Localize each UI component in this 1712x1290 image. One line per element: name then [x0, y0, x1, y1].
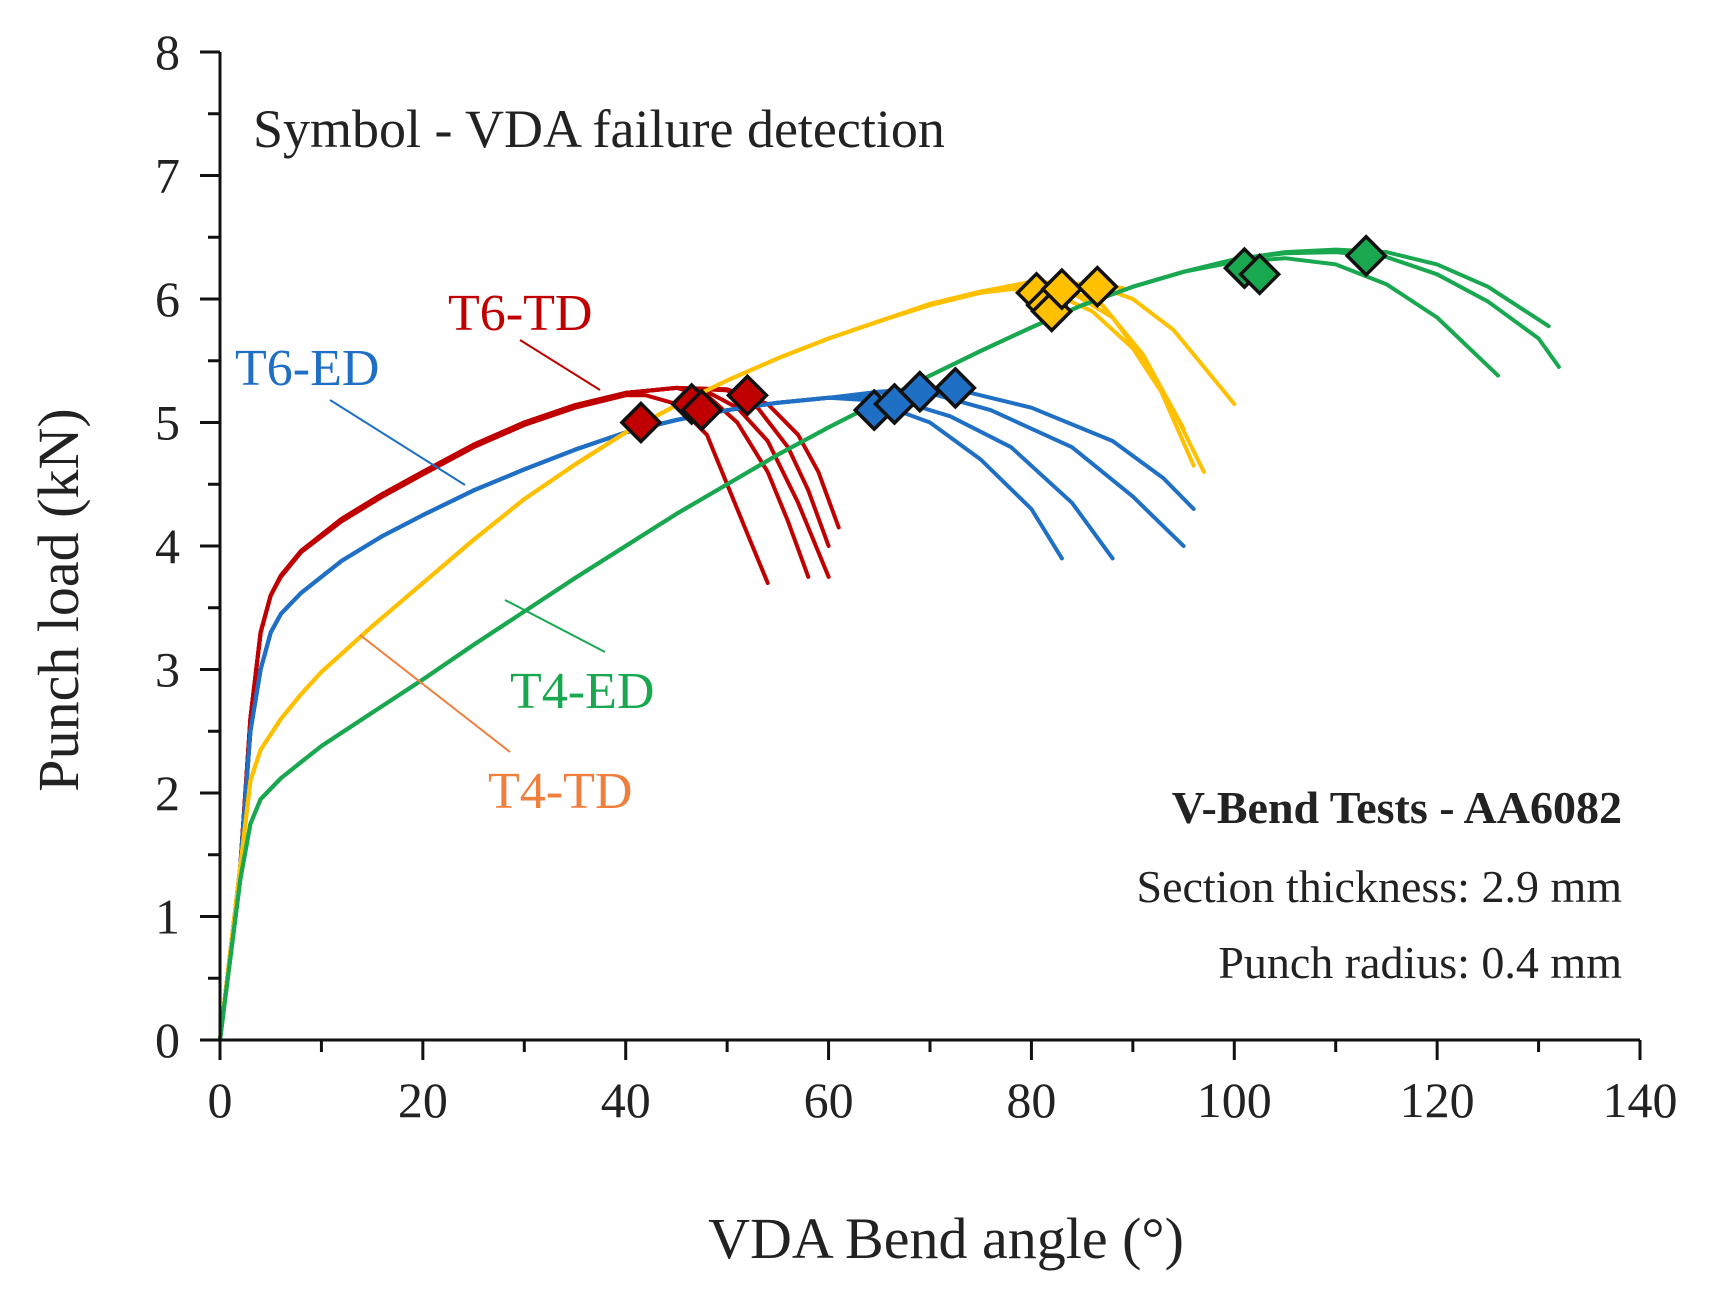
- axes: 0 20 40 60 80 100 120 140 0 1 2 3 4 5 6 7 8: [155, 24, 1678, 1128]
- x-tick-label-120: 120: [1400, 1072, 1475, 1128]
- y-tick-label-3: 3: [155, 642, 180, 698]
- x-tick-label-60: 60: [804, 1072, 854, 1128]
- y-tick-label-5: 5: [155, 395, 180, 451]
- info-punch-radius: Punch radius: 0.4 mm: [1218, 937, 1622, 988]
- series-label-t4-td: T4-TD: [488, 763, 632, 820]
- y-tick-label-2: 2: [155, 765, 180, 821]
- x-tick-label-0: 0: [208, 1072, 233, 1128]
- y-tick-label-0: 0: [155, 1012, 180, 1068]
- failure-marker-t6-ed-4: [933, 366, 977, 410]
- x-tick-label-140: 140: [1603, 1072, 1678, 1128]
- curve-t4-ed-3: [218, 247, 1551, 1042]
- failure-marker-t6-td-4: [725, 373, 769, 417]
- x-axis-title: VDA Bend angle (°): [708, 1206, 1184, 1271]
- symbol-annotation: Symbol - VDA failure detection: [253, 99, 945, 159]
- x-tick-label-100: 100: [1197, 1072, 1272, 1128]
- y-tick-label-7: 7: [155, 148, 180, 204]
- series-label-t6-ed: T6-ED: [235, 340, 379, 397]
- series-label-t4-ed: T4-ED: [510, 663, 654, 720]
- y-tick-label-1: 1: [155, 889, 180, 945]
- leader-lines: [329, 339, 606, 753]
- failure-marker-t6-td-1: [619, 401, 663, 444]
- info-title: V-Bend Tests - AA6082: [1172, 782, 1622, 833]
- x-tick-label-40: 40: [601, 1072, 651, 1128]
- x-tick-label-80: 80: [1006, 1072, 1056, 1128]
- y-axis-title: Punch load (kN): [26, 408, 91, 791]
- y-tick-label-4: 4: [155, 518, 180, 574]
- series-label-t6-td: T6-TD: [448, 285, 592, 342]
- x-tick-label-20: 20: [398, 1072, 448, 1128]
- y-tick-label-6: 6: [155, 271, 180, 327]
- failure-marker-t4-td-5: [1075, 265, 1119, 309]
- y-tick-label-8: 8: [155, 24, 180, 80]
- failure-marker-t6-ed-3: [898, 370, 942, 414]
- failure-marker-t4-ed-2: [1238, 252, 1282, 296]
- leader-line-t6-td: [519, 339, 601, 391]
- leader-line-t4-td: [359, 634, 511, 753]
- failure-marker-t4-td-4: [1040, 267, 1084, 311]
- failure-marker-t4-ed-3: [1344, 234, 1388, 278]
- failure-marker-t6-td-3: [680, 388, 724, 432]
- leader-line-t4-ed: [504, 599, 606, 653]
- failure-markers: [619, 234, 1388, 444]
- info-section-thickness: Section thickness: 2.9 mm: [1136, 861, 1622, 912]
- leader-line-t6-ed: [329, 399, 466, 486]
